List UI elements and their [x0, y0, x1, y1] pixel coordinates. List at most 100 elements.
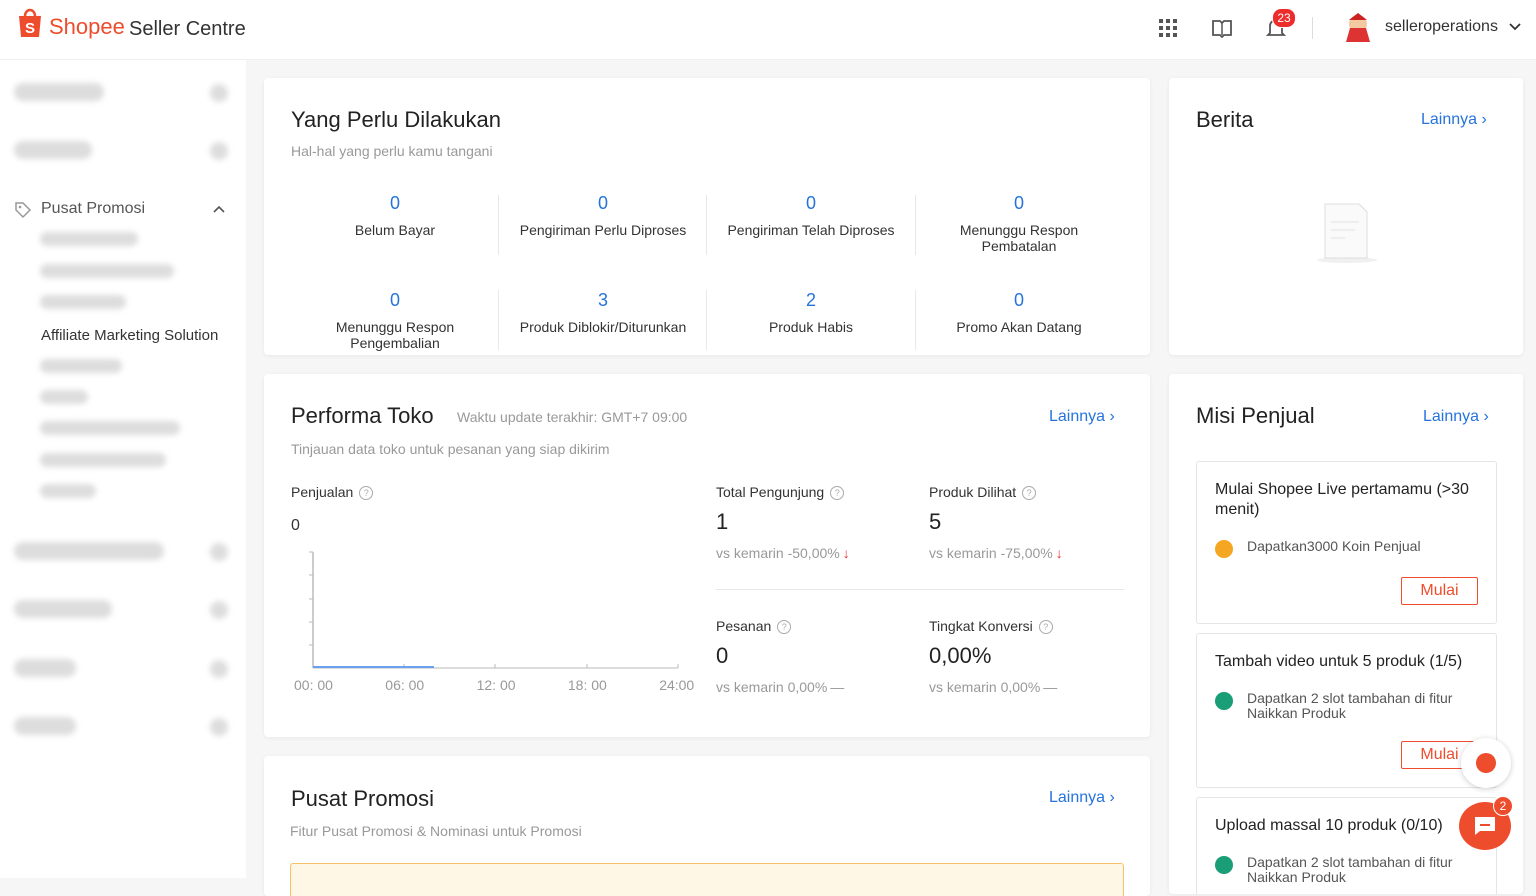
sidebar-item[interactable]: Affiliate Marketing Solution — [41, 327, 219, 344]
metric-compare: vs kemarin 0,00% — — [929, 679, 1057, 695]
chat-badge: 2 — [1493, 796, 1513, 816]
mission-title: Mulai Shopee Live pertamamu (>30 menit) — [1215, 481, 1469, 518]
promo-card: Pusat Promosi Lainnya › Fitur Pusat Prom… — [264, 756, 1150, 896]
more-link[interactable]: Lainnya › — [1423, 408, 1489, 425]
mission-card: Tambah video untuk 5 produk (1/5) Dapatka… — [1196, 633, 1497, 788]
collapse-arrow[interactable] — [212, 204, 226, 214]
misi-card: Misi Penjual Lainnya › Mulai Shopee Live… — [1169, 374, 1523, 894]
more-link[interactable]: Lainnya › — [1049, 789, 1115, 806]
card-title: Misi Penjual — [1196, 403, 1315, 428]
metric-label-text: Total Pengunjung — [716, 484, 825, 500]
metric-compare-text: vs kemarin 0,00% — [929, 679, 1041, 695]
more-link-text[interactable]: Lainnya — [1423, 408, 1480, 425]
reward-icon — [1215, 692, 1233, 710]
divider — [1312, 17, 1313, 39]
todo-value[interactable]: 0 — [389, 290, 400, 310]
more-link[interactable]: Lainnya › — [1049, 408, 1115, 425]
todo-label[interactable]: Pengiriman Perlu Diproses — [519, 222, 687, 238]
down-arrow: ↓ — [1055, 545, 1063, 561]
metric-label: Total Pengunjung? — [716, 484, 845, 501]
metric-compare: vs kemarin -75,00% ↓ — [929, 545, 1063, 561]
more-link-text[interactable]: Lainnya — [1049, 789, 1106, 806]
metric-value: 5 — [929, 509, 942, 534]
card-title: Yang Perlu Dilakukan — [291, 107, 501, 132]
reward-icon — [1215, 856, 1233, 874]
metric-compare-text: vs kemarin 0,00% — [716, 679, 828, 695]
card-title: Berita — [1196, 107, 1254, 132]
metric-label-text: Pesanan — [716, 618, 772, 634]
todo-value[interactable]: 0 — [389, 193, 400, 213]
notification-badge: 23 — [1272, 8, 1296, 28]
todo-card: Yang Perlu Dilakukan Hal-hal yang perlu … — [264, 78, 1150, 355]
avatar[interactable] — [1343, 12, 1373, 44]
metric-label: Pesanan? — [716, 618, 792, 635]
help-icon: ? — [777, 620, 792, 635]
apps-icon[interactable] — [1158, 18, 1178, 38]
metric-label: Tingkat Konversi? — [929, 618, 1053, 635]
mission-title: Tambah video untuk 5 produk (1/5) — [1215, 653, 1463, 670]
svg-text:S: S — [25, 20, 35, 37]
todo-value[interactable]: 0 — [597, 193, 608, 213]
reward-icon — [1215, 540, 1233, 558]
card-title: Pusat Promosi — [291, 786, 435, 811]
mission-button[interactable]: Mulai — [1401, 577, 1478, 605]
sales-label-text: Penjualan — [291, 484, 354, 500]
help-icon: ? — [1022, 486, 1037, 501]
logo-icon: S — [19, 8, 41, 37]
metric-value: 1 — [716, 509, 729, 534]
promo-banner — [290, 863, 1124, 896]
todo-label[interactable]: Promo Akan Datang — [956, 319, 1082, 335]
mission-title: Upload massal 10 produk (0/10) — [1215, 817, 1443, 834]
card-subtitle: Tinjauan data toko untuk pesanan yang si… — [291, 441, 610, 457]
help-icon: ? — [1038, 620, 1053, 635]
metric-value: 0 — [716, 643, 729, 668]
update-time: Waktu update terakhir: GMT+7 09:00 — [457, 409, 688, 425]
todo-value[interactable]: 0 — [805, 193, 816, 213]
metric-compare-text: vs kemarin -75,00% — [929, 545, 1053, 561]
product-name: Seller Centre — [129, 18, 246, 40]
metric-compare: vs kemarin 0,00% — — [716, 679, 844, 695]
performa-card: Performa Toko Waktu update terakhir: GMT… — [264, 374, 1150, 737]
more-link[interactable]: Lainnya › — [1421, 111, 1487, 128]
mission-reward: Dapatkan 2 slot tambahan di fitur Naikka… — [1247, 690, 1453, 721]
promo-icon — [15, 202, 32, 219]
more-link-text[interactable]: Lainnya — [1049, 408, 1106, 425]
top-bar: S Shopee Seller Centre 23 selleroperatio… — [0, 0, 1536, 60]
metric-value: 0,00% — [929, 643, 992, 668]
card-subtitle: Fitur Pusat Promosi & Nominasi untuk Pro… — [290, 823, 582, 839]
mission-card: Mulai Shopee Live pertamamu (>30 menit) D… — [1196, 461, 1497, 624]
chat-button[interactable]: 2 — [1459, 796, 1513, 850]
todo-value[interactable]: 0 — [1013, 193, 1024, 213]
todo-label[interactable]: Belum Bayar — [354, 222, 436, 238]
username[interactable]: selleroperations — [1385, 18, 1498, 35]
todo-value[interactable]: 2 — [805, 290, 816, 310]
sales-chart — [309, 551, 679, 669]
card-subtitle: Hal-hal yang perlu kamu tangani — [291, 143, 493, 159]
todo-label[interactable]: Pengiriman Telah Diproses — [727, 222, 895, 238]
logo-text: Shopee — [49, 14, 125, 39]
mission-reward: Dapatkan 2 slot tambahan di fitur Naikka… — [1247, 854, 1453, 885]
todo-label[interactable]: Menunggu Respon Pembatalan — [959, 222, 1079, 254]
todo-value[interactable]: 0 — [1013, 290, 1024, 310]
metric-label-text: Produk Dilihat — [929, 484, 1017, 500]
dropdown-arrow[interactable] — [1508, 22, 1522, 32]
metric-compare: vs kemarin -50,00% ↓ — [716, 545, 850, 561]
sales-label: Penjualan? — [291, 484, 374, 501]
mission-reward: Dapatkan3000 Koin Penjual — [1247, 538, 1421, 554]
x-axis-label: 06: 00 — [385, 677, 425, 693]
down-arrow: ↓ — [842, 545, 850, 561]
sidebar-section[interactable]: Pusat Promosi — [41, 200, 146, 217]
more-link-text[interactable]: Lainnya — [1421, 111, 1478, 128]
todo-label[interactable]: Menunggu Respon Pengembalian — [335, 319, 455, 351]
x-axis-label: 00: 00 — [294, 677, 333, 693]
flat-dash: — — [1043, 679, 1058, 695]
todo-label[interactable]: Produk Habis — [768, 319, 854, 335]
guide-icon[interactable] — [1212, 18, 1232, 38]
sales-value: 0 — [291, 517, 300, 534]
flat-dash: — — [830, 679, 845, 695]
todo-value[interactable]: 3 — [597, 290, 608, 310]
todo-label[interactable]: Produk Diblokir/Diturunkan — [519, 319, 687, 335]
chat-icon[interactable] — [1474, 816, 1496, 836]
live-button[interactable] — [1461, 738, 1511, 788]
